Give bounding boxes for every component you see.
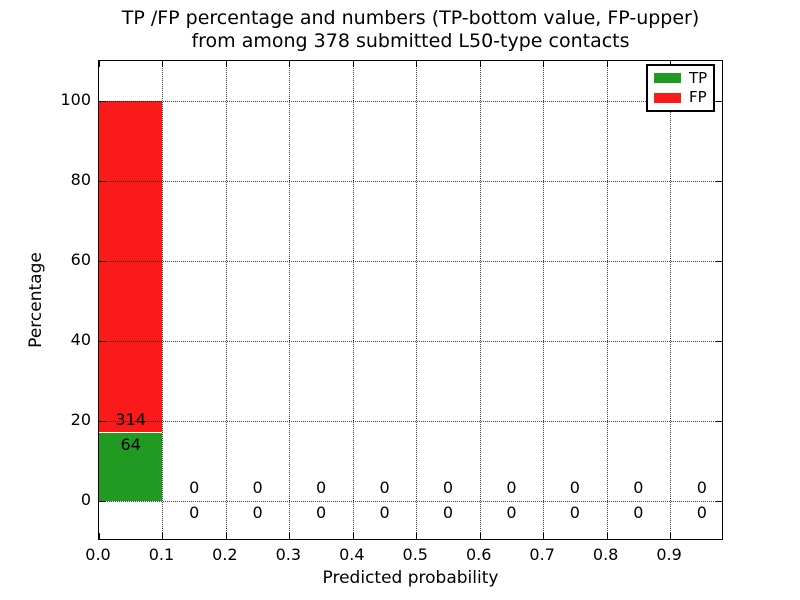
tp-count-label: 0	[442, 503, 454, 522]
gridline-vertical	[225, 61, 227, 539]
x-axis-label: Predicted probability	[322, 568, 499, 588]
x-tick-mark-top	[416, 61, 418, 67]
x-tick-mark-top	[162, 61, 164, 67]
x-tick-label: 0.6	[465, 545, 492, 564]
fp-count-label: 0	[315, 478, 327, 497]
x-tick-label: 0.5	[402, 545, 428, 564]
bar-segment-fp	[99, 101, 163, 434]
x-tick-mark-bottom	[543, 533, 545, 539]
legend-item-tp: TP	[654, 68, 713, 87]
x-tick-mark-bottom	[479, 533, 481, 539]
tp-count-label: 0	[252, 503, 263, 522]
y-tick-mark-right	[716, 181, 722, 182]
gridline-vertical	[543, 61, 545, 539]
x-tick-label: 0.9	[656, 545, 682, 564]
gridline-horizontal	[99, 181, 722, 182]
x-tick-mark-bottom	[99, 533, 100, 539]
legend-label: FP	[689, 88, 707, 107]
y-tick-mark-left	[99, 181, 105, 182]
x-tick-mark-bottom	[225, 533, 227, 539]
chart-title-line2: from among 378 submitted L50-type contac…	[191, 30, 630, 52]
y-tick-label: 80	[70, 170, 91, 189]
legend: TP FP	[646, 64, 715, 112]
x-tick-mark-top	[225, 61, 227, 67]
y-tick-mark-right	[716, 501, 722, 502]
y-tick-label: 100	[60, 90, 91, 109]
tp-swatch	[654, 73, 681, 84]
gridline-horizontal	[99, 101, 722, 102]
legend-item-fp: FP	[654, 90, 713, 105]
fp-count-label: 0	[379, 478, 390, 497]
x-tick-label: 0.1	[148, 545, 175, 564]
x-tick-label: 0.0	[85, 545, 111, 564]
x-tick-mark-top	[543, 61, 545, 67]
y-tick-label: 0	[80, 490, 91, 509]
x-tick-mark-bottom	[162, 533, 164, 539]
x-tick-label: 0.8	[592, 545, 619, 564]
y-tick-mark-left	[99, 421, 105, 422]
y-tick-mark-left	[99, 261, 105, 262]
gridline-horizontal	[99, 421, 722, 422]
gridline-vertical	[479, 61, 481, 539]
tp-count-label: 0	[569, 503, 580, 522]
gridline-vertical	[289, 61, 291, 539]
gridline-horizontal	[99, 341, 722, 342]
y-tick-mark-left	[99, 501, 105, 502]
tp-count-label: 64	[120, 435, 141, 455]
plot-area: 314 64 0 0 0 0 0 0 0 0 0 0 0 0 0 0 0 0 0 0	[98, 60, 723, 540]
gridline-horizontal	[99, 501, 722, 502]
gridline-vertical	[352, 61, 354, 539]
x-tick-mark-top	[352, 61, 354, 67]
fp-swatch	[654, 92, 681, 103]
gridline-vertical	[416, 61, 418, 539]
y-tick-mark-right	[716, 341, 722, 342]
x-tick-mark-top	[289, 61, 291, 67]
y-tick-mark-right	[716, 101, 722, 102]
x-tick-label: 0.3	[275, 545, 302, 564]
tp-count-label: 0	[315, 503, 327, 522]
fp-count-label: 0	[189, 478, 200, 497]
y-tick-mark-right	[716, 421, 722, 422]
y-tick-label: 60	[70, 250, 91, 269]
fp-count-label: 0	[506, 478, 517, 497]
fp-count-label: 0	[696, 478, 707, 497]
tp-count-label: 0	[633, 503, 644, 522]
gridline-horizontal	[99, 261, 722, 262]
x-tick-mark-bottom	[606, 533, 608, 539]
x-tick-mark-bottom	[670, 533, 672, 539]
gridline-vertical	[606, 61, 608, 539]
tp-count-label: 0	[379, 503, 390, 522]
x-tick-mark-top	[479, 61, 481, 67]
x-tick-mark-bottom	[289, 533, 291, 539]
legend-label: TP	[689, 68, 708, 87]
fp-count-label: 0	[252, 478, 263, 497]
tp-count-label: 0	[696, 503, 707, 522]
bar-segment-separator	[99, 432, 163, 434]
bar-segment-tp	[99, 433, 163, 501]
x-tick-label: 0.4	[339, 545, 365, 564]
x-tick-label: 0.2	[212, 545, 238, 564]
fp-count-label: 314	[115, 410, 146, 430]
gridline-vertical	[670, 61, 672, 539]
y-tick-mark-right	[716, 261, 722, 262]
y-tick-mark-left	[99, 341, 105, 342]
gridline-vertical	[162, 61, 164, 539]
fp-count-label: 0	[442, 478, 454, 497]
fp-count-label: 0	[633, 478, 644, 497]
fp-count-label: 0	[569, 478, 580, 497]
x-tick-mark-bottom	[416, 533, 418, 539]
tp-count-label: 0	[506, 503, 517, 522]
x-tick-label: 0.7	[529, 545, 555, 564]
y-tick-label: 20	[70, 410, 91, 429]
tp-count-label: 0	[189, 503, 200, 522]
x-tick-mark-top	[606, 61, 608, 67]
y-tick-mark-left	[99, 101, 105, 102]
x-tick-mark-bottom	[352, 533, 354, 539]
y-tick-label: 40	[70, 330, 91, 349]
chart-title-line1: TP /FP percentage and numbers (TP-bottom…	[121, 7, 700, 29]
x-tick-mark-top	[99, 61, 100, 67]
chart-title: TP /FP percentage and numbers (TP-bottom…	[98, 7, 723, 53]
